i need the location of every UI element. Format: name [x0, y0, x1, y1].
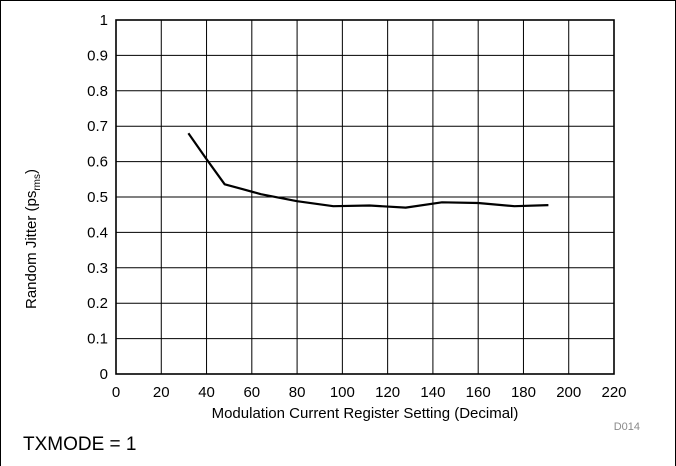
y-axis-title-main: Random Jitter (ps: [23, 191, 40, 309]
y-tick-label: 0.5: [87, 189, 108, 206]
x-tick-label: 220: [601, 384, 626, 401]
x-tick-label: 200: [556, 384, 581, 401]
y-tick-label: 0.8: [87, 83, 108, 100]
x-tick-label: 60: [243, 384, 260, 401]
x-tick-label: 40: [198, 384, 215, 401]
x-tick-label: 80: [289, 384, 306, 401]
y-axis-title: Random Jitter (psrms): [23, 169, 43, 309]
y-tick-label: 0.9: [87, 47, 108, 64]
x-tick-labels: 0 20 40 60 80 100 120 140 160 180 200 220: [112, 384, 627, 401]
y-axis-title-subscript: rms: [32, 174, 43, 191]
y-axis-title-end: ): [23, 169, 40, 174]
x-tick-label: 180: [511, 384, 536, 401]
x-axis-title: Modulation Current Register Setting (Dec…: [212, 405, 519, 422]
figure-top-border: [0, 0, 676, 1]
x-tick-label: 160: [466, 384, 491, 401]
plot-area-border: [115, 19, 615, 375]
series-line-random-jitter: [187, 132, 549, 209]
x-tick-label: 140: [420, 384, 445, 401]
y-tick-label: 0.3: [87, 260, 108, 277]
y-tick-label: 0: [100, 366, 108, 383]
x-tick-label: 100: [330, 384, 355, 401]
y-tick-label: 0.7: [87, 118, 108, 135]
x-tick-label: 20: [153, 384, 170, 401]
caption-txmode: TXMODE = 1: [23, 434, 137, 455]
grid-lines: [115, 19, 615, 375]
y-tick-labels: 0 0.1 0.2 0.3 0.4 0.5 0.6 0.7 0.8 0.9 1: [87, 12, 108, 383]
figure-code: D014: [614, 421, 640, 433]
y-tick-label: 0.6: [87, 154, 108, 171]
y-tick-label: 0.1: [87, 331, 108, 348]
x-tick-label: 0: [112, 384, 120, 401]
y-tick-label: 0.2: [87, 295, 108, 312]
y-tick-label: 0.4: [87, 224, 108, 241]
y-tick-label: 1: [100, 12, 108, 29]
x-tick-label: 120: [375, 384, 400, 401]
